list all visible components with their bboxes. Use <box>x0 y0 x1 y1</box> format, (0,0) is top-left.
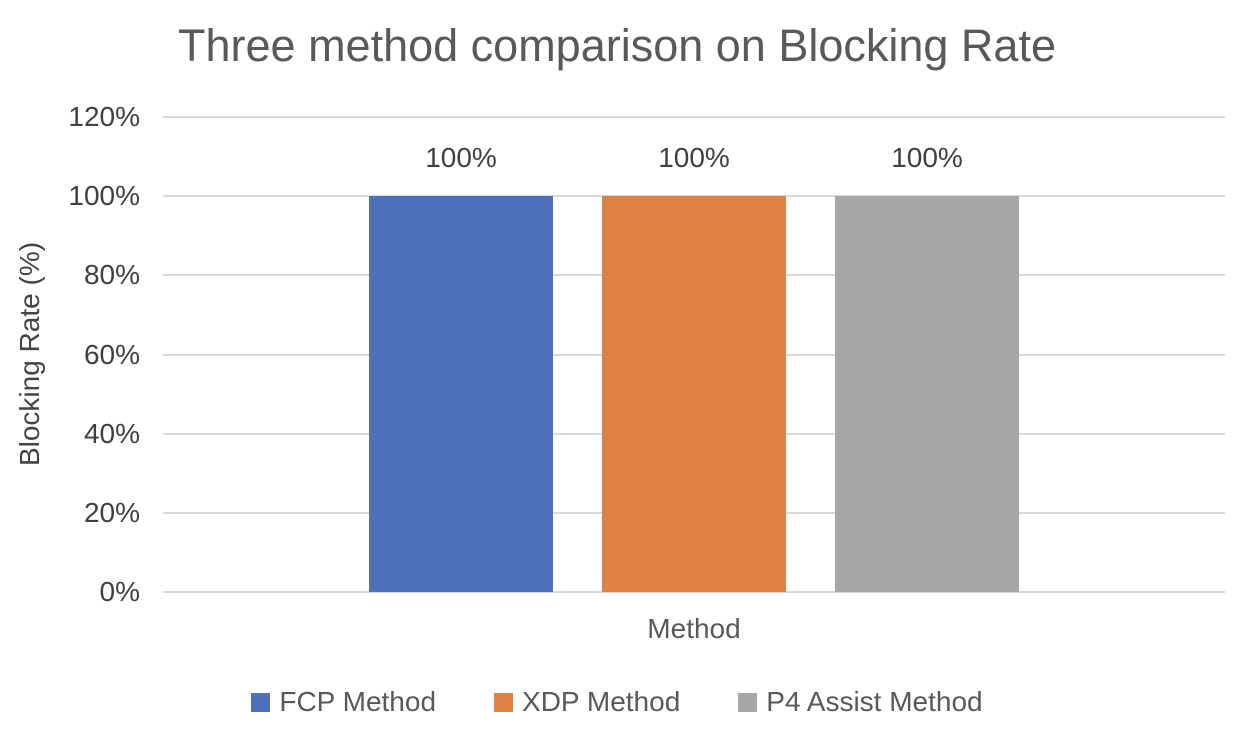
y-tick-label-80: 80% <box>83 259 140 291</box>
bar-xdp-method <box>602 196 786 592</box>
legend-label: XDP Method <box>522 686 681 717</box>
legend-item-p4-assist-method: P4 Assist Method <box>738 686 983 718</box>
legend-item-fcp-method: FCP Method <box>251 686 436 718</box>
y-tick-label-120: 120% <box>68 101 140 132</box>
legend-swatch-icon <box>494 692 514 712</box>
y-tick-label-40: 40% <box>83 417 140 449</box>
legend-item-xdp-method: XDP Method <box>494 686 680 718</box>
y-tick-label-100: 100% <box>68 180 140 212</box>
gridline-0 <box>163 591 1225 593</box>
y-tick-label-0: 0% <box>99 576 140 607</box>
legend-swatch-icon <box>738 692 758 712</box>
y-tick-label-20: 20% <box>83 496 140 528</box>
data-label-p4-assist-method: 100% <box>891 142 963 174</box>
data-label-xdp-method: 100% <box>658 142 730 174</box>
bar-p4-assist-method <box>835 196 1019 592</box>
gridline-120 <box>163 116 1225 118</box>
y-tick-label-60: 60% <box>83 338 140 370</box>
bar-fcp-method <box>369 196 553 592</box>
data-label-fcp-method: 100% <box>425 142 497 174</box>
y-axis-tick-labels: 0% 20% 40% 60% 80% 100% 120% <box>0 0 140 732</box>
legend-swatch-icon <box>251 692 271 712</box>
legend-label: P4 Assist Method <box>766 686 983 717</box>
plot-area: 100% 100% 100% <box>163 116 1225 593</box>
legend-label: FCP Method <box>279 686 437 717</box>
legend: FCP Method XDP Method P4 Assist Method <box>0 686 1234 718</box>
chart-title: Three method comparison on Blocking Rate <box>178 20 1056 71</box>
x-axis-title: Method <box>647 613 741 644</box>
